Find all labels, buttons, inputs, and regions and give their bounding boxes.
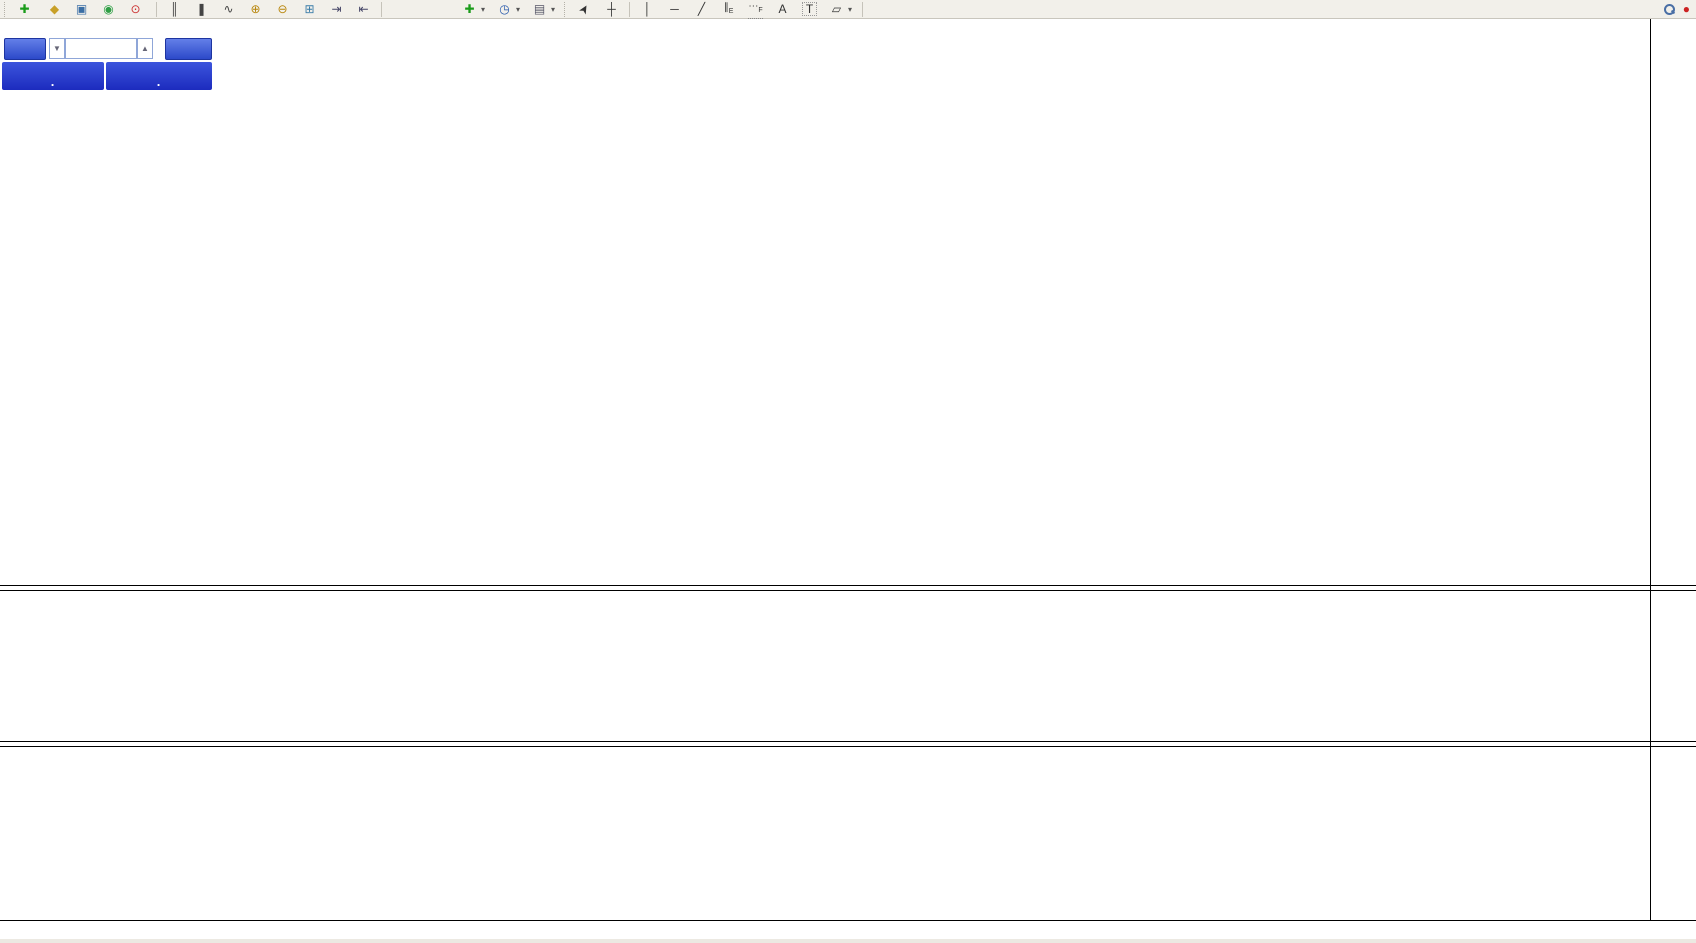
signal-icon: ◉ [103,1,114,16]
zoom-out-icon: ⊖ [277,1,288,16]
vertical-line-icon: │ [643,1,652,16]
buy-price[interactable]: . [106,62,212,90]
autotrading-icon: ⊙ [130,1,141,16]
zoom-out-button[interactable]: ⊖ [270,0,295,19]
toolbar-grip[interactable] [564,1,568,17]
trendline-icon: ╱ [697,1,706,16]
tile-windows-icon: ⊞ [304,1,315,16]
new-chart-button[interactable]: ✚ ▾ [457,0,490,19]
market-watch-button[interactable]: ▣ [69,0,94,19]
toolbar-separator [862,1,864,17]
new-chart-icon: ✚ [464,1,475,16]
bar-chart-icon: ║ [170,1,179,16]
chart-window-icon: ▣ [75,1,88,16]
crosshair-icon: ┼ [607,1,616,16]
text-button[interactable]: A [770,0,795,19]
cursor-icon: ➤ [575,0,593,17]
volume-increase-button[interactable]: ▲ [137,38,153,59]
text-icon: A [778,1,787,16]
candlestick-chart-button[interactable]: ❚ [189,0,214,19]
diamond-icon: ◆ [49,1,60,16]
shapes-icon: ▱ [831,1,842,16]
signals-button[interactable]: ◉ [96,0,121,19]
label-icon: T [802,2,818,16]
toolbar-separator [381,1,382,17]
community-icon[interactable]: ● [1682,2,1690,16]
chevron-down-icon: ▾ [481,4,486,14]
shapes-button[interactable]: ▱ ▾ [824,0,857,19]
search-icon[interactable] [1663,3,1675,15]
buy-price-dot: . [156,74,161,89]
equidistant-channel-button[interactable]: ∥E [716,0,741,19]
fibonacci-icon: ⋯F [748,0,764,19]
buy-button[interactable] [165,38,212,60]
bar-chart-button[interactable]: ║ [162,0,187,19]
auto-scroll-button[interactable]: ⇥ [324,0,349,19]
chevron-down-icon: ▾ [516,4,521,14]
indicator-list-button[interactable]: ◆ [42,0,67,19]
zoom-in-icon: ⊕ [250,1,261,16]
horizontal-line-button[interactable]: ─ [662,0,687,19]
toolbar-separator [156,1,157,17]
toolbar-separator [629,1,631,17]
chevron-down-icon: ▾ [551,4,556,14]
tile-windows-button[interactable]: ⊞ [297,0,322,19]
volume-input[interactable] [65,38,137,59]
equidistant-channel-icon: ∥E [723,1,734,15]
line-chart-button[interactable]: ∿ [216,0,241,19]
autotrading-button[interactable]: ⊙ [123,0,151,19]
templates-button[interactable]: ▤ ▾ [527,0,560,19]
chart-shift-button[interactable]: ⇤ [351,0,376,19]
template-icon: ▤ [533,1,546,16]
vertical-line-button[interactable]: │ [635,0,660,19]
shift-chart-icon: ⇤ [358,1,369,16]
text-label-button[interactable]: T [797,0,822,19]
plus-chart-icon: ✚ [19,1,30,16]
sell-price[interactable]: . [2,62,104,90]
sell-button[interactable] [4,38,46,60]
scroll-to-end-icon: ⇥ [331,1,342,16]
candlestick-icon: ❚ [196,1,207,16]
volume-decrease-button[interactable]: ▼ [49,38,65,59]
line-chart-icon: ∿ [223,1,234,16]
new-order-button[interactable]: ✚ [12,0,40,19]
cursor-button[interactable]: ➤ [572,0,597,19]
sell-price-dot: . [50,74,55,89]
trendline-button[interactable]: ╱ [689,0,714,19]
chevron-down-icon: ▾ [848,4,853,14]
horizontal-line-icon: ─ [670,1,679,16]
crosshair-button[interactable]: ┼ [599,0,624,19]
fibonacci-button[interactable]: ⋯F [743,0,768,19]
toolbar: ✚ ◆ ▣ ◉ ⊙ ║ ❚ ∿ ⊕ ⊖ ⊞ ⇥ ⇤ ✚ ▾ ◷ ▾ ▤ ▾ ➤ ┼ │… [0,0,1696,19]
zoom-in-button[interactable]: ⊕ [243,0,268,19]
periods-button[interactable]: ◷ ▾ [492,0,525,19]
clock-icon: ◷ [499,1,510,16]
toolbar-grip[interactable] [4,1,8,17]
one-click-trading-panel: ▼ ▲ . . [2,38,212,90]
